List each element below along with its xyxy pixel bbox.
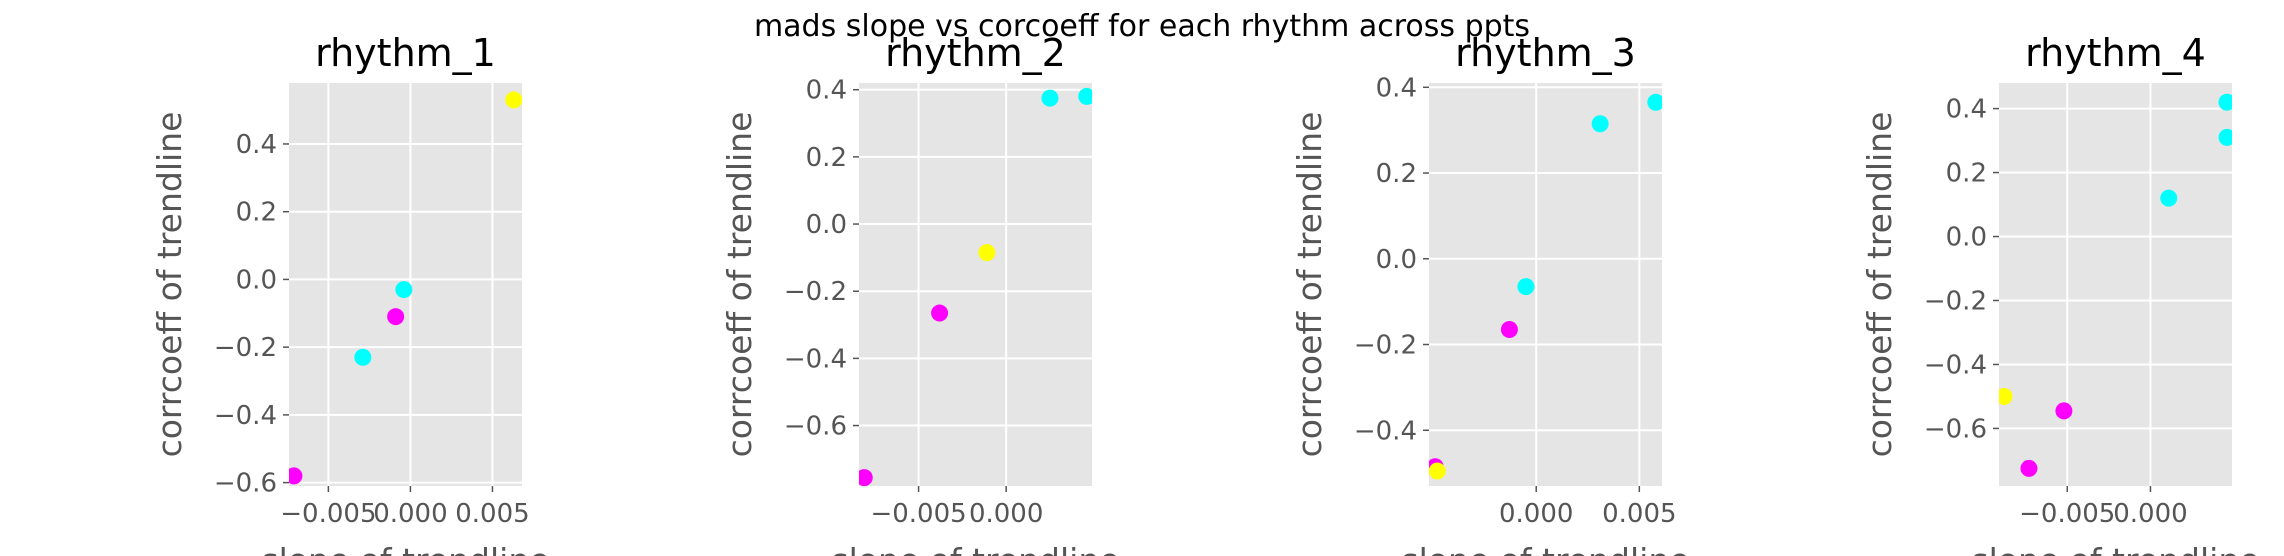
data-point [505,91,522,109]
y-tick-label: −0.4 [1924,350,1987,380]
x-tick-label: −0.005 [280,499,376,529]
data-point [1591,115,1609,133]
scatter-points [1999,93,2232,477]
y-axis-label: corrcoeff of trendline [150,112,189,458]
y-tick-label: −0.2 [214,333,277,363]
y-tick-label: −0.4 [1354,416,1417,446]
x-tick-label: 0.005 [455,499,529,529]
plot-area [1999,83,2232,486]
data-point [931,304,949,322]
y-tick-label: −0.4 [784,344,847,374]
x-axis-label: slope of trendline [1401,541,1689,556]
data-point [1517,278,1535,296]
subplot-title: rhythm_1 [315,31,496,75]
y-tick-label: −0.6 [1924,414,1987,444]
y-tick-label: −0.2 [1354,331,1417,361]
x-tick-label: 0.005 [1602,499,1676,529]
grid [1429,83,1662,486]
data-point [2218,93,2232,111]
x-axis-label: slope of trendline [1971,541,2259,556]
data-point [1041,89,1059,107]
data-point [978,244,996,262]
data-point [1500,321,1518,339]
data-point [1999,387,2013,405]
y-tick-label: −0.2 [784,277,847,307]
y-tick-label: −0.2 [1924,286,1987,316]
x-axis-label: slope of trendline [831,541,1119,556]
scatter-points [1429,93,1662,480]
y-tick-label: 0.4 [806,76,847,106]
y-axis-label: corrcoeff of trendline [720,112,759,458]
data-point [1078,87,1092,105]
data-point [395,281,413,299]
x-tick-label: 0.000 [969,499,1043,529]
y-tick-label: 0.2 [806,143,847,173]
subplot-title: rhythm_2 [885,31,1066,75]
y-tick-label: 0.4 [1946,95,1987,125]
y-tick-label: 0.4 [236,130,277,160]
data-point [354,348,372,366]
grid [1999,83,2232,486]
y-tick-label: 0.0 [236,265,277,295]
plot-area [859,83,1092,486]
x-axis-label: slope of trendline [261,541,549,556]
data-point [2218,128,2232,146]
subplot-rhythm-3: 0.000 0.005 −0.4 −0.2 0.0 0.2 0.4 rhythm_3slope… [1290,31,1690,556]
x-tick-label: −0.005 [870,499,966,529]
y-axis-label: corrcoeff of trendline [1290,112,1329,458]
data-point [859,469,873,486]
y-tick-label: 0.0 [1946,223,1987,253]
plot-area [1429,83,1662,486]
data-point [2160,189,2178,207]
subplot-title: rhythm_4 [2025,31,2206,75]
subplot-title: rhythm_3 [1455,31,1636,75]
data-point [387,308,405,326]
y-tick-label: −0.6 [214,469,277,499]
data-point [289,467,303,485]
y-tick-label: 0.0 [1376,245,1417,275]
y-tick-label: −0.4 [214,401,277,431]
x-tick-label: 0.000 [1499,499,1573,529]
scatter-points [289,91,522,485]
x-tick-label: −0.005 [2019,499,2115,529]
subplot-rhythm-2: −0.005 0.000 −0.6 −0.4 −0.2 0.0 0.2 0.4 rhythm_2… [720,31,1120,556]
x-tick-label: 0.000 [373,499,447,529]
y-tick-label: 0.4 [1376,73,1417,103]
y-tick-label: 0.2 [236,198,277,228]
data-point [2020,459,2038,477]
y-tick-label: −0.6 [784,412,847,442]
x-tick-label: 0.000 [2113,499,2187,529]
y-tick-label: 0.2 [1376,159,1417,189]
scatter-points [859,87,1092,486]
data-point [1429,462,1446,480]
data-point [1647,93,1662,111]
data-point [2055,402,2073,420]
y-axis-label: corrcoeff of trendline [1860,112,1899,458]
y-tick-label: 0.0 [806,210,847,240]
y-tick-label: 0.2 [1946,159,1987,189]
figure-suptitle: mads slope vs corcoeff for each rhythm a… [754,9,1530,44]
grid [859,83,1092,486]
